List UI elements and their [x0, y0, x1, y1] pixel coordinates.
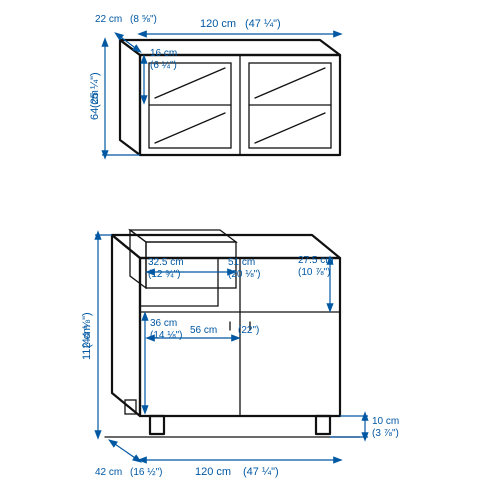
drawer-w-cm: 51 cm: [228, 257, 255, 268]
upper-depth-in: (8 ⅝"): [130, 14, 157, 25]
lower-width-in: (47 ¼"): [243, 466, 279, 478]
dimension-diagram: 22 cm (8 ⅝") 120 cm (47 ¼") 16 cm (6 ¼")…: [0, 0, 500, 500]
upper-inner-in: (6 ¼"): [150, 59, 177, 71]
lower-cabinet: 112 cm (44 ⅛") 42 cm (16 ½") 120 cm (47 …: [81, 230, 399, 478]
drawer-h-cm: 27.5 cm: [298, 255, 334, 266]
door-ih-in: (14 ⅛"): [150, 330, 182, 341]
leg-in: (3 ⅞"): [372, 428, 399, 439]
lower-height-in: (44 ⅛"): [81, 312, 93, 348]
drawer-iw-cm: 32.5 cm: [148, 257, 184, 268]
lower-depth-cm: 42 cm: [95, 467, 122, 478]
lower-depth-in: (16 ½"): [130, 467, 162, 478]
upper-width-in: (47 ¼"): [245, 18, 281, 30]
drawer-w-in: (20 ⅛"): [228, 269, 260, 280]
door-w-in: (22"): [238, 325, 259, 336]
drawer-h-in: (10 ⅞"): [298, 267, 330, 278]
upper-height-in: (25 ¼"): [89, 72, 101, 108]
lower-width-cm: 120 cm: [195, 466, 231, 478]
upper-inner-cm: 16 cm: [150, 48, 177, 59]
upper-cabinet: 22 cm (8 ⅝") 120 cm (47 ¼") 16 cm (6 ¼")…: [89, 14, 340, 155]
upper-depth-cm: 22 cm: [95, 14, 122, 25]
leg-cm: 10 cm: [372, 416, 399, 427]
door-ih-cm: 36 cm: [150, 318, 177, 329]
door-w-cm: 56 cm: [190, 325, 217, 336]
drawer-iw-in: (12 ¾"): [148, 269, 180, 280]
upper-width-cm: 120 cm: [200, 18, 236, 30]
